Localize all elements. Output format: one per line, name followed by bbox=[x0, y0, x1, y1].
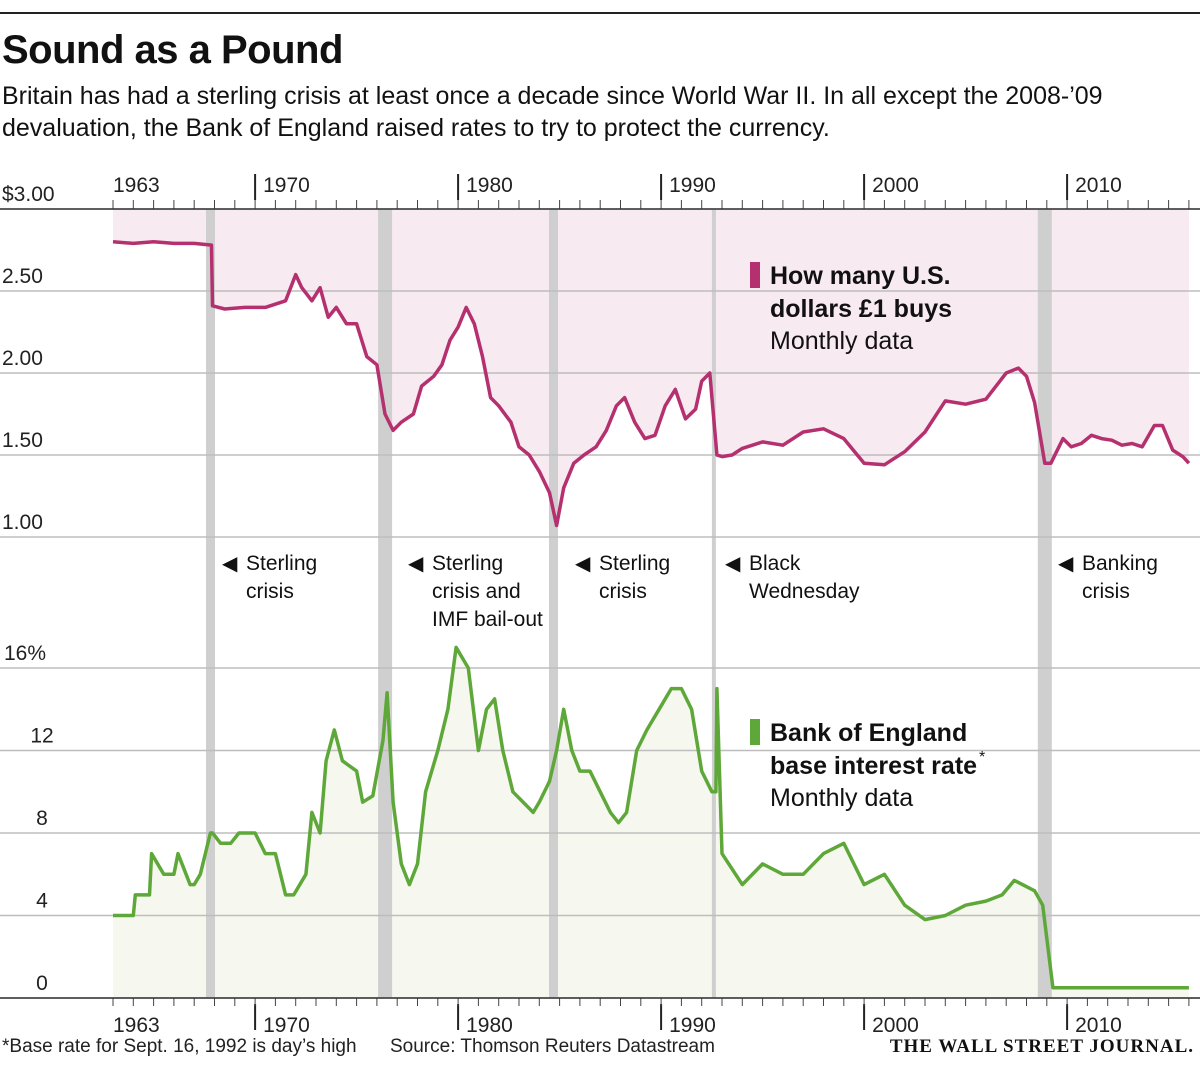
crisis-band bbox=[378, 209, 393, 998]
top-x-tick-label: 1963 bbox=[113, 174, 160, 197]
crisis-arrow: ◀ bbox=[408, 553, 424, 575]
rate-legend-subtitle: Monthly data bbox=[770, 784, 913, 812]
chart-title: Sound as a Pound bbox=[2, 28, 343, 72]
crisis-band bbox=[549, 209, 558, 998]
rate-legend-title: Bank of England bbox=[770, 719, 967, 747]
publisher-logo: THE WALL STREET JOURNAL. bbox=[889, 1036, 1194, 1057]
footnote: *Base rate for Sept. 16, 1992 is day’s h… bbox=[2, 1036, 357, 1057]
crisis-label: crisis and bbox=[432, 580, 521, 603]
crisis-label: Sterling bbox=[599, 552, 670, 575]
top-x-tick-label: 2000 bbox=[872, 174, 919, 197]
crisis-label: crisis bbox=[599, 580, 647, 603]
crisis-arrow: ◀ bbox=[575, 553, 591, 575]
chart-subtitle: Britain has had a sterling crisis at lea… bbox=[2, 82, 1103, 142]
rate-y-tick-label: 8 bbox=[36, 807, 48, 830]
rate-legend-swatch bbox=[750, 719, 760, 745]
usd-legend-swatch bbox=[750, 262, 760, 288]
usd-y-tick-label: 1.00 bbox=[2, 511, 43, 534]
rate-series-line bbox=[113, 645, 1189, 990]
bottom-x-tick-label: 2000 bbox=[872, 1014, 919, 1037]
usd-legend-title: dollars £1 buys bbox=[770, 295, 952, 323]
crisis-label: Wednesday bbox=[749, 580, 860, 603]
crisis-label: Banking bbox=[1082, 552, 1158, 575]
usd-y-tick-label: 2.50 bbox=[2, 265, 43, 288]
usd-y-tick-label: 2.00 bbox=[2, 347, 43, 370]
crisis-band bbox=[711, 209, 716, 998]
usd-legend-title: How many U.S. bbox=[770, 262, 951, 290]
rate-y-tick-label: 0 bbox=[36, 972, 48, 995]
rate-y-tick-label: 16% bbox=[4, 642, 46, 665]
usd-y-tick-label: $3.00 bbox=[2, 183, 55, 206]
usd-area-fill bbox=[113, 209, 1189, 526]
crisis-arrow: ◀ bbox=[1058, 553, 1074, 575]
crisis-label: crisis bbox=[246, 580, 294, 603]
crisis-arrow: ◀ bbox=[222, 553, 238, 575]
crisis-label: Sterling bbox=[432, 552, 503, 575]
crisis-label: crisis bbox=[1082, 580, 1130, 603]
bottom-x-tick-label: 2010 bbox=[1075, 1014, 1122, 1037]
rate-area-fill bbox=[113, 647, 1189, 998]
usd-y-tick-label: 1.50 bbox=[2, 429, 43, 452]
source-note: Source: Thomson Reuters Datastream bbox=[390, 1036, 715, 1057]
top-x-tick-label: 1980 bbox=[466, 174, 513, 197]
top-x-tick-label: 1990 bbox=[669, 174, 716, 197]
top-rule bbox=[0, 12, 1200, 14]
crisis-label: Sterling bbox=[246, 552, 317, 575]
bottom-x-tick-label: 1963 bbox=[113, 1014, 160, 1037]
crisis-band bbox=[206, 209, 215, 998]
crisis-label: IMF bail-out bbox=[432, 608, 543, 631]
usd-legend-subtitle: Monthly data bbox=[770, 327, 913, 355]
crisis-label: Black bbox=[749, 552, 801, 575]
rate-y-tick-label: 4 bbox=[36, 890, 48, 913]
bottom-x-tick-label: 1980 bbox=[466, 1014, 513, 1037]
usd-series-line bbox=[112, 240, 1191, 528]
rate-legend-title: base interest rate bbox=[770, 752, 977, 780]
crisis-band bbox=[1037, 209, 1052, 998]
crisis-arrow: ◀ bbox=[725, 553, 741, 575]
rate-legend-marker: * bbox=[979, 749, 985, 766]
bottom-x-tick-label: 1970 bbox=[263, 1014, 310, 1037]
top-x-tick-label: 1970 bbox=[263, 174, 310, 197]
top-x-tick-label: 2010 bbox=[1075, 174, 1122, 197]
bottom-x-tick-label: 1990 bbox=[669, 1014, 716, 1037]
rate-y-tick-label: 12 bbox=[30, 725, 53, 748]
